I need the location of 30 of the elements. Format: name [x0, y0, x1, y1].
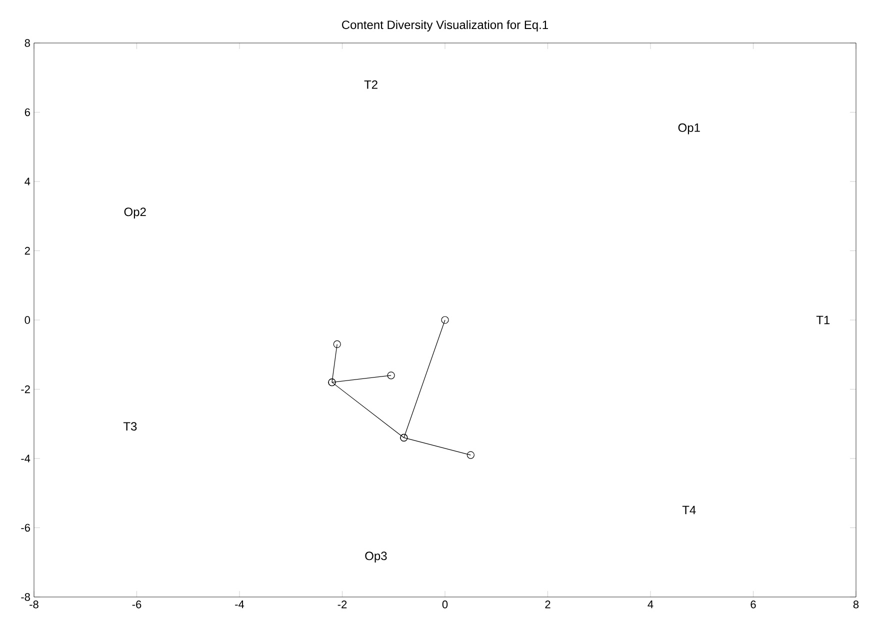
y-tick-label: 0 [24, 316, 30, 324]
x-tick-label: -8 [30, 600, 38, 608]
x-tick-label: 2 [545, 600, 550, 608]
annotation: T2 [364, 80, 378, 89]
y-tick-label: 4 [24, 178, 30, 186]
y-tick-label: 8 [24, 39, 30, 47]
y-tick-label: -2 [21, 385, 30, 394]
point [333, 340, 341, 348]
point [466, 451, 474, 459]
point [387, 372, 395, 380]
annotation: T3 [123, 422, 137, 431]
y-tick-label: -4 [21, 454, 30, 462]
y-tick-label: -6 [21, 524, 30, 532]
y-tick-label: 2 [24, 246, 30, 255]
x-tick-label: 8 [853, 600, 859, 608]
x-tick-label: 0 [442, 600, 448, 608]
chart-title: Content Diversity Visualization for Eq.1 [342, 20, 548, 32]
x-tick-label: -2 [338, 600, 347, 608]
annotation: T4 [682, 506, 696, 514]
x-tick-label: 6 [750, 600, 756, 608]
y-tick-label: 6 [24, 108, 30, 116]
annotation: T1 [816, 316, 830, 324]
annotation: Op2 [124, 208, 146, 219]
annotation: Op3 [365, 552, 387, 563]
point [441, 316, 449, 324]
x-tick-label: -4 [235, 600, 244, 608]
x-tick-label: 4 [648, 600, 654, 608]
x-tick-label: -6 [132, 600, 142, 608]
y-tick-label: -8 [21, 593, 30, 601]
annotation: Op1 [678, 123, 700, 134]
